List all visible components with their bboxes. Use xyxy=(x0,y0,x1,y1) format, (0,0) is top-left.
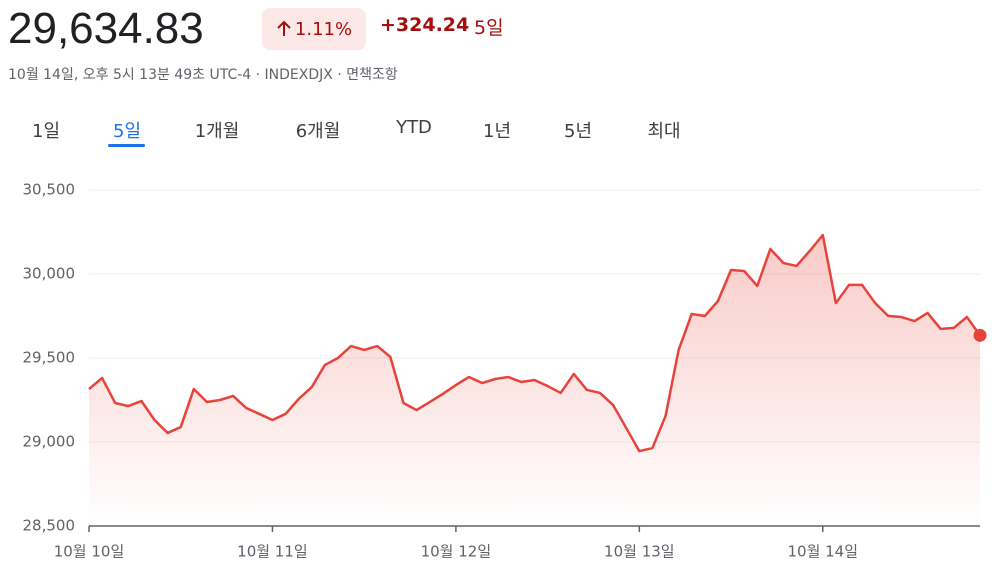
x-tick-label: 10월 12일 xyxy=(421,543,492,561)
change-period: 5일 xyxy=(474,17,504,39)
range-tab[interactable]: YTD xyxy=(396,117,432,138)
y-tick-label: 28,500 xyxy=(23,517,76,535)
change-amount: +324.24 xyxy=(380,14,470,36)
range-tab[interactable]: 1일 xyxy=(31,121,61,142)
price-line xyxy=(88,233,982,453)
range-tab[interactable]: 5년 xyxy=(563,121,593,142)
range-tab[interactable]: 1개월 xyxy=(194,121,240,142)
change-percent: 1.11% xyxy=(294,18,353,40)
price: 29,634.83 xyxy=(8,4,204,53)
x-tick-label: 10월 10일 xyxy=(54,543,125,561)
y-tick-label: 29,000 xyxy=(23,433,76,451)
y-tick-label: 30,000 xyxy=(23,265,76,283)
range-tab[interactable]: 6개월 xyxy=(295,121,341,142)
y-tick-label: 29,500 xyxy=(23,349,76,367)
range-tab[interactable]: 5일 xyxy=(112,121,142,142)
range-tab[interactable]: 최대 xyxy=(647,121,681,142)
up-arrow-icon xyxy=(277,20,291,36)
last-point xyxy=(973,328,987,342)
subtitle: 10월 14일, 오후 5시 13분 49초 UTC-4 · INDEXDJX … xyxy=(8,67,398,83)
x-tick-label: 10월 14일 xyxy=(787,543,858,561)
change-badge: 1.11% xyxy=(262,8,366,50)
active-tab-underline xyxy=(108,144,145,147)
y-tick-label: 30,500 xyxy=(23,181,76,199)
x-tick-label: 10월 11일 xyxy=(237,543,308,561)
x-tick-label: 10월 13일 xyxy=(604,543,675,561)
range-tab[interactable]: 1년 xyxy=(482,121,512,142)
